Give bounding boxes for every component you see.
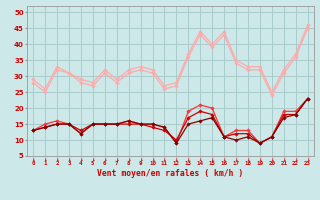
X-axis label: Vent moyen/en rafales ( km/h ): Vent moyen/en rafales ( km/h )	[97, 169, 244, 178]
